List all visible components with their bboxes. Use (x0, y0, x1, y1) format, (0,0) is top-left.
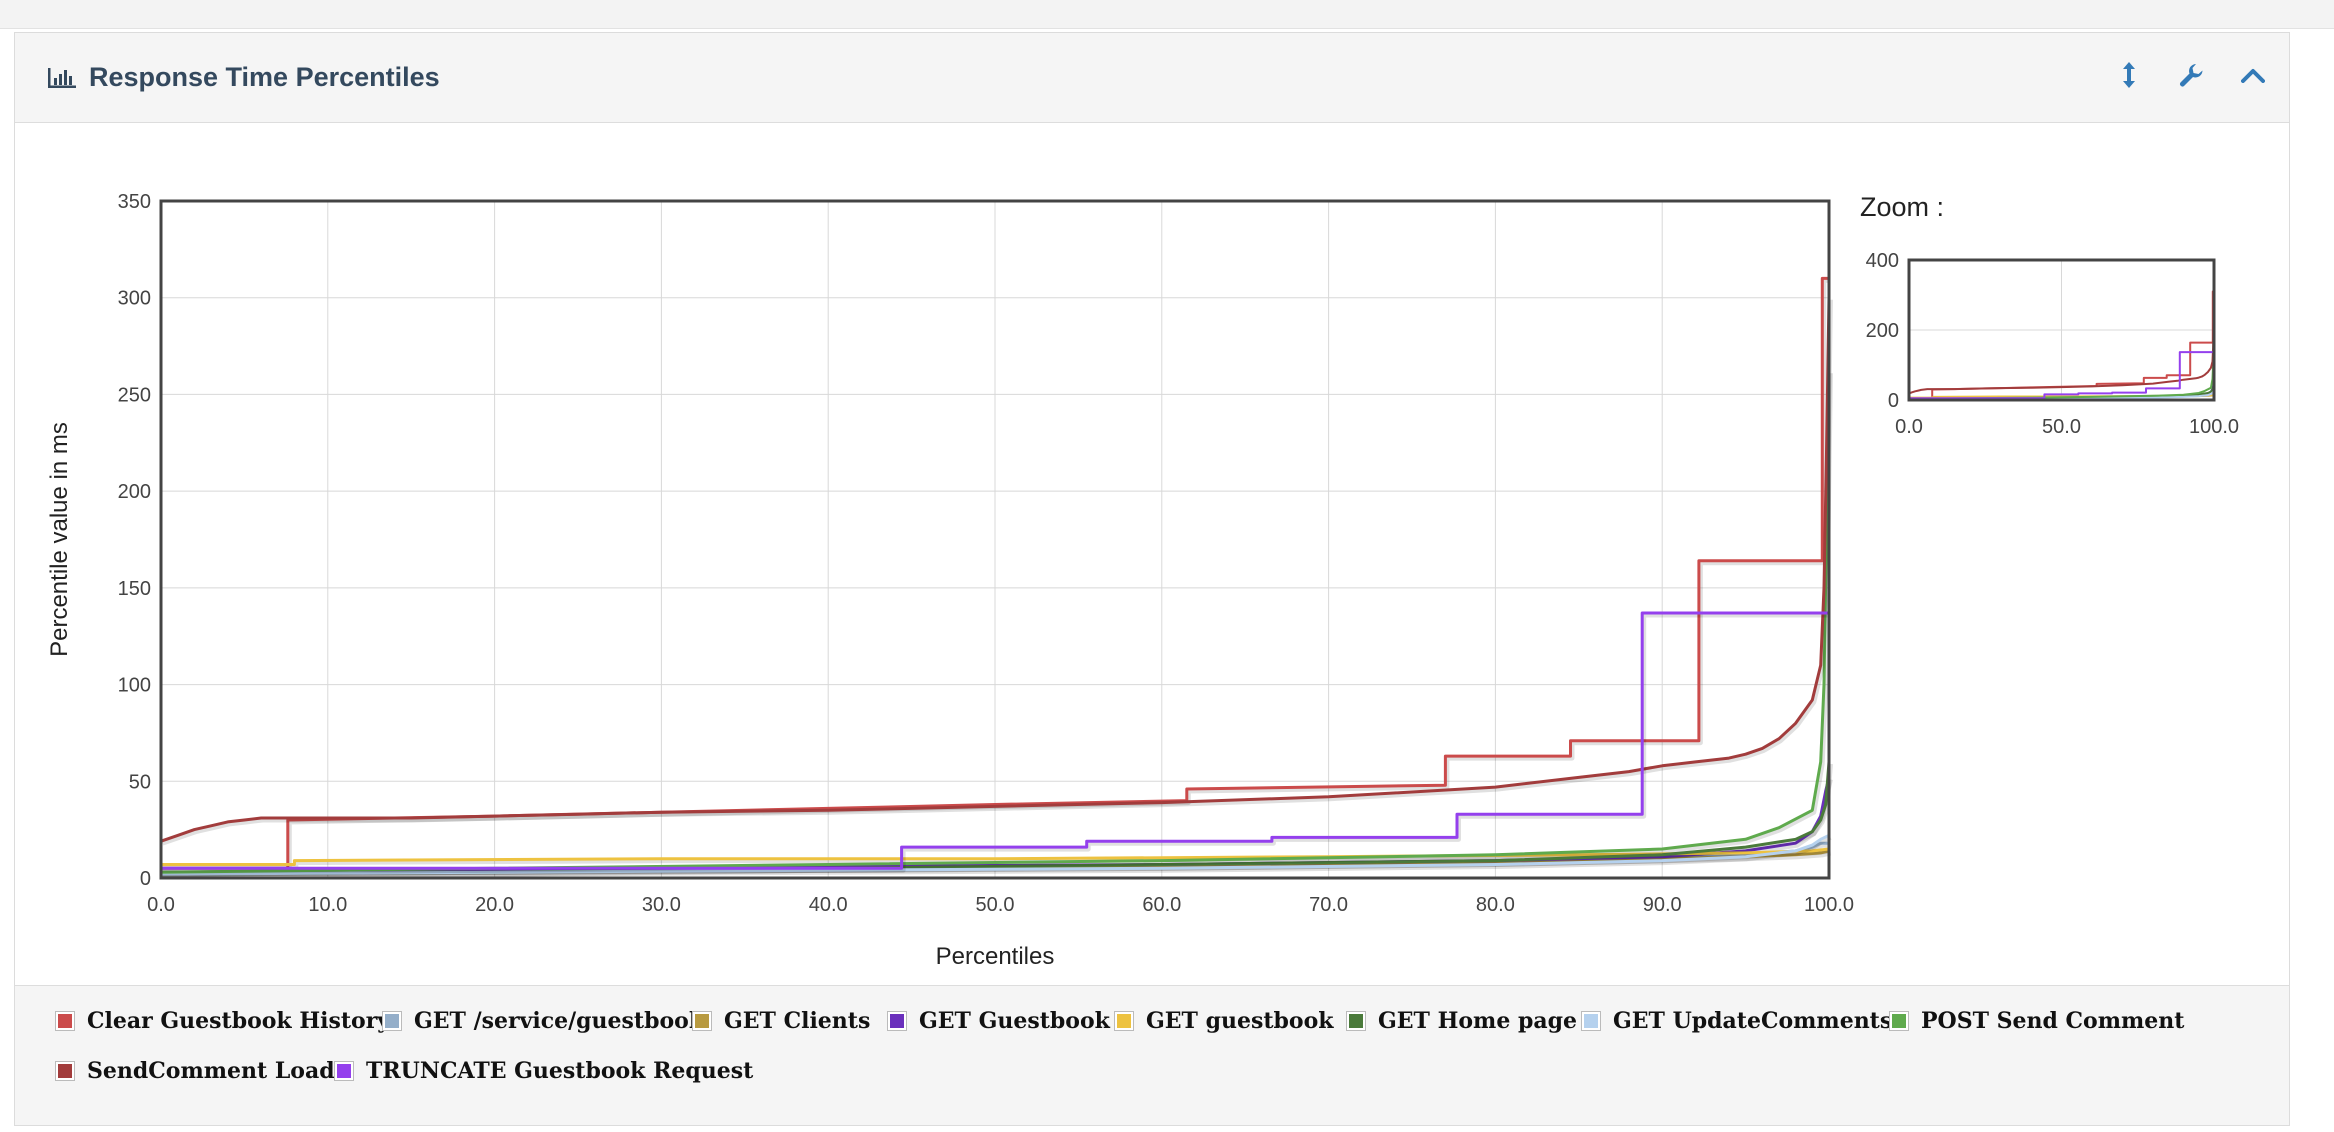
legend-label: TRUNCATE Guestbook Request (366, 1058, 754, 1084)
legend-item[interactable]: TRUNCATE Guestbook Request (334, 1058, 753, 1084)
legend-label: Clear Guestbook History (87, 1008, 391, 1034)
zoom-plot-frame (1907, 258, 2216, 402)
legend-swatch (382, 1011, 402, 1031)
legend-item[interactable]: GET guestbook (1114, 1008, 1333, 1034)
x-tick-label: 60.0 (1142, 894, 1181, 916)
x-tick-label: 30.0 (642, 894, 681, 916)
legend-item[interactable]: GET /service/guestbook (382, 1008, 704, 1034)
series-shadow (162, 373, 1833, 877)
legend-label: GET /service/guestbook (414, 1008, 705, 1034)
percentile-chart[interactable]: 0.0 10.0 20.0 30.0 40.0 50.0 60.0 70.0 80.0 90.0 1… (15, 123, 2291, 993)
x-tick-label: 80.0 (1476, 894, 1515, 916)
legend-swatch (887, 1011, 907, 1031)
y-tick-label: 50 (129, 771, 151, 793)
legend-item[interactable]: GET Clients (692, 1008, 870, 1034)
panel-heading: Response Time Percentiles (15, 33, 2289, 123)
legend-item[interactable]: Clear Guestbook History (55, 1008, 390, 1034)
panel-title: Response Time Percentiles (47, 62, 440, 93)
y-tick-label: 100 (118, 675, 151, 697)
legend-label: GET UpdateComments (1613, 1008, 1893, 1034)
legend-label: GET guestbook (1146, 1008, 1334, 1034)
legend-swatch (1889, 1011, 1909, 1031)
chart-area: 0.0 10.0 20.0 30.0 40.0 50.0 60.0 70.0 80.0 90.0 1… (15, 123, 2289, 1013)
legend-swatch (55, 1011, 75, 1031)
y-tick-label: 300 (118, 288, 151, 310)
zoom-x-tick-label: 100.0 (2189, 416, 2239, 438)
legend-item[interactable]: POST Send Comment (1889, 1008, 2184, 1034)
zoom-series-line-9 (1908, 294, 2215, 395)
zoom-x-tick-label: 50.0 (2042, 416, 2081, 438)
y-tick-label: 350 (118, 191, 151, 213)
panel-tools (2111, 57, 2271, 93)
x-tick-label: 100.0 (1804, 894, 1854, 916)
panel-title-text: Response Time Percentiles (89, 62, 440, 92)
bar-chart-icon (47, 66, 77, 90)
legend-item[interactable]: GET Home page (1346, 1008, 1577, 1034)
y-tick-label: 0 (140, 868, 151, 890)
legend-label: SendComment Load (87, 1058, 335, 1084)
series-line-10 (161, 611, 1829, 870)
zoom-y-tick-label: 400 (1866, 250, 1899, 272)
x-tick-label: 40.0 (809, 894, 848, 916)
legend-swatch (55, 1061, 75, 1081)
y-tick-label: 250 (118, 384, 151, 406)
legend-item[interactable]: GET UpdateComments (1581, 1008, 1892, 1034)
wrench-icon[interactable] (2173, 57, 2209, 93)
zoom-label: Zoom : (1860, 192, 1944, 222)
legend-label: POST Send Comment (1921, 1008, 2185, 1034)
x-tick-label: 20.0 (475, 894, 514, 916)
top-strip (0, 0, 2334, 29)
x-axis-title: Percentiles (936, 943, 1055, 970)
y-axis-title: Percentile value in ms (46, 422, 73, 657)
series-shadow (162, 835, 1832, 879)
resize-vertical-icon[interactable] (2111, 57, 2147, 93)
x-tick-label: 90.0 (1643, 894, 1682, 916)
x-tick-label: 0.0 (147, 894, 175, 916)
zoom-y-tick-label: 200 (1866, 320, 1899, 342)
zoom-y-tick-label: 0 (1888, 390, 1899, 412)
legend-swatch (1114, 1011, 1134, 1031)
series-shadow (161, 299, 1833, 846)
legend-label: GET Clients (724, 1008, 871, 1034)
plot-frame (159, 199, 1831, 880)
series-line-8 (160, 371, 1831, 874)
legend-item[interactable]: SendComment Load (55, 1058, 335, 1084)
chevron-up-icon[interactable] (2235, 57, 2271, 93)
legend-swatch (1346, 1011, 1366, 1031)
legend-swatch (692, 1011, 712, 1031)
zoom-x-tick-label: 0.0 (1895, 416, 1923, 438)
legend-item[interactable]: GET Guestbook (887, 1008, 1110, 1034)
series-shadow (162, 277, 1831, 873)
chart-legend: Clear Guestbook History GET /service/gues… (15, 985, 2289, 1125)
series-line-9 (160, 297, 1831, 843)
legend-swatch (1581, 1011, 1601, 1031)
zoom-series-line-10 (1909, 351, 2214, 400)
y-tick-label: 200 (118, 481, 151, 503)
legend-swatch (334, 1061, 354, 1081)
series-line-7 (160, 834, 1830, 876)
x-tick-label: 50.0 (976, 894, 1015, 916)
legend-label: GET Guestbook (919, 1008, 1110, 1034)
y-tick-label: 150 (118, 578, 151, 600)
x-tick-label: 10.0 (308, 894, 347, 916)
x-tick-label: 70.0 (1309, 894, 1348, 916)
legend-label: GET Home page (1378, 1008, 1577, 1034)
response-time-panel: Response Time Percentiles 0.0 10.0 20.0 30.… (14, 32, 2290, 1126)
